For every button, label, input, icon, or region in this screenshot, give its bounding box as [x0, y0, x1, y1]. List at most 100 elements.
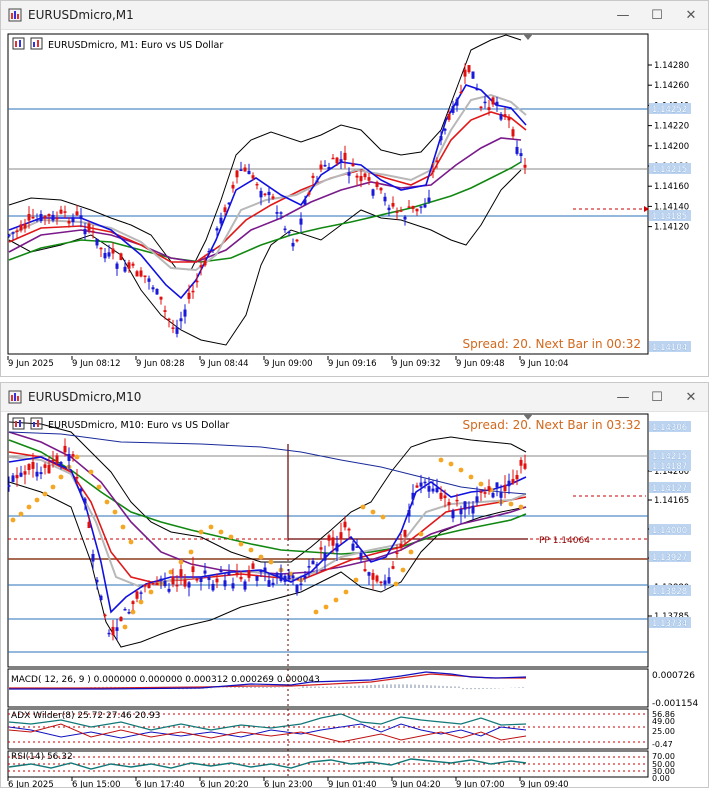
- candle: [355, 173, 359, 186]
- candle: [51, 450, 55, 468]
- candle: [435, 478, 439, 494]
- minimize-icon[interactable]: —: [616, 7, 630, 23]
- candle: [471, 501, 475, 520]
- time-tick-label: 9 Jun 09:00: [264, 359, 313, 369]
- candle: [239, 161, 243, 172]
- candle: [339, 522, 343, 545]
- candle: [371, 188, 375, 199]
- sar-dot: [130, 609, 136, 615]
- time-tick-label: 9 Jun 04:20: [392, 780, 441, 788]
- sar-dot: [228, 534, 234, 540]
- candle: [99, 247, 103, 257]
- candle: [435, 157, 439, 169]
- price-chart-m10[interactable]: 1.142601.141651.140701.139751.138801.137…: [1, 412, 708, 788]
- chart-label: EURUSDmicro, M1: Euro vs US Dollar: [48, 40, 223, 51]
- candle: [39, 210, 43, 223]
- candle: [451, 100, 455, 116]
- spread-text: Spread: 20. Next Bar in 00:32: [463, 337, 641, 351]
- candle: [259, 187, 263, 206]
- candle: [267, 186, 271, 204]
- sar-dot: [438, 457, 444, 463]
- chart-window-m1[interactable]: EURUSDmicro,M1 — ☐ ✕ 1.14280 1.14260 1.142…: [0, 0, 709, 377]
- candle: [171, 568, 175, 588]
- candle: [367, 571, 371, 585]
- candle: [487, 99, 491, 116]
- candle: [475, 486, 479, 506]
- candle: [47, 456, 51, 474]
- price-chart-m1[interactable]: 1.142801.142601.142401.142201.142001.141…: [1, 30, 708, 377]
- price-badge-label: 1.13927: [652, 553, 687, 563]
- candle: [199, 577, 203, 591]
- candle: [55, 452, 59, 465]
- rsi-tick: 50.00: [652, 760, 675, 769]
- candle: [115, 261, 119, 276]
- window-titlebar[interactable]: EURUSDmicro,M1 — ☐ ✕: [1, 1, 708, 30]
- candle: [419, 474, 423, 494]
- candle: [451, 508, 455, 523]
- candle: [311, 172, 315, 187]
- minimize-icon[interactable]: —: [616, 389, 630, 405]
- sar-dot: [74, 454, 80, 460]
- price-badge-label: 1.14306: [652, 423, 687, 433]
- candle: [427, 189, 431, 204]
- candle: [227, 202, 231, 206]
- candle: [79, 486, 83, 497]
- maximize-icon[interactable]: ☐: [651, 7, 663, 23]
- candle: [95, 238, 99, 249]
- candle: [431, 480, 435, 494]
- candle: [107, 629, 111, 638]
- sar-dot: [96, 484, 102, 490]
- candle: [187, 580, 191, 597]
- adx-tick: 56.86: [652, 710, 675, 719]
- candle: [235, 563, 239, 578]
- close-icon[interactable]: ✕: [685, 7, 697, 23]
- candle: [231, 577, 235, 592]
- chart-symbol-icon: [12, 37, 43, 50]
- plot-area[interactable]: [7, 33, 649, 355]
- shift-marker-icon[interactable]: [523, 34, 533, 40]
- window-titlebar[interactable]: EURUSDmicro,M10 — ☐ ✕: [1, 383, 708, 412]
- chart-window-m10[interactable]: EURUSDmicro,M10 — ☐ ✕ 1.14260 1.14165 1.14…: [0, 382, 709, 788]
- candle: [55, 211, 59, 225]
- shift-marker-icon[interactable]: [523, 414, 533, 420]
- sar-dot: [238, 541, 244, 547]
- candle: [475, 83, 479, 91]
- candle: [403, 215, 407, 226]
- candle: [63, 438, 67, 457]
- price-badge: 1.13828: [649, 585, 691, 597]
- candle: [155, 288, 159, 295]
- candle: [203, 254, 207, 267]
- candle: [219, 212, 223, 227]
- candle: [231, 181, 235, 193]
- candle: [359, 548, 363, 563]
- candle: [139, 267, 143, 278]
- price-badge: 1.14127: [649, 482, 691, 494]
- candle: [211, 580, 215, 592]
- candle: [63, 205, 67, 219]
- candle: [383, 192, 387, 206]
- maximize-icon[interactable]: ☐: [651, 389, 663, 405]
- ma-fast: [8, 84, 527, 300]
- candle: [395, 544, 399, 558]
- candle: [179, 311, 183, 329]
- adx-tick: 49.00: [652, 717, 675, 726]
- candle: [83, 222, 87, 240]
- candle: [495, 96, 499, 112]
- close-icon[interactable]: ✕: [685, 389, 697, 405]
- price-badge: 1.14104: [649, 341, 691, 353]
- candle: [387, 204, 391, 217]
- sar-dot: [122, 624, 128, 630]
- sar-dot: [418, 531, 424, 537]
- candle: [467, 501, 471, 515]
- candle: [143, 275, 147, 284]
- candle: [203, 562, 207, 578]
- candle: [179, 564, 183, 585]
- window-title: EURUSDmicro,M10: [28, 390, 142, 404]
- candle: [39, 466, 43, 480]
- candle: [271, 193, 275, 200]
- candle: [279, 211, 283, 220]
- sar-dot: [218, 529, 224, 535]
- sar-dot: [380, 514, 386, 520]
- candle: [135, 590, 139, 603]
- sar-dot: [34, 497, 40, 503]
